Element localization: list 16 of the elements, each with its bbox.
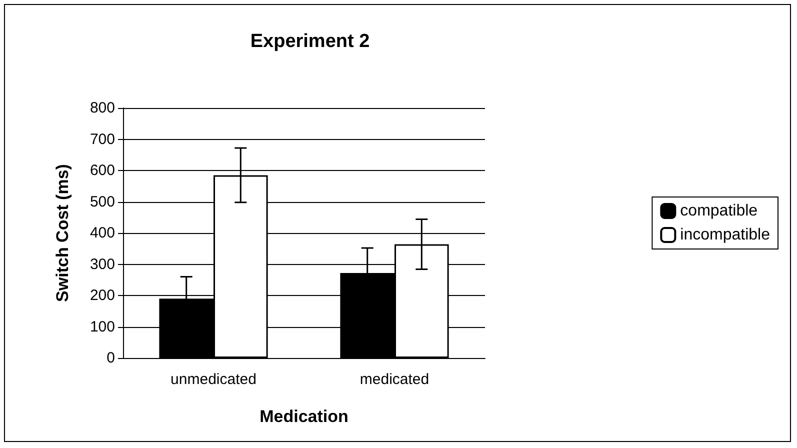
legend-label: compatible [680,202,758,220]
y-tick-label: 200 [90,287,115,304]
y-tick-label: 600 [90,162,115,179]
y-tick-label: 400 [90,224,115,242]
chart-title: Experiment 2 [250,31,370,52]
legend-label: incompatible [680,226,770,244]
y-tick-label: 800 [90,100,115,116]
x-tick-label: unmedicated [170,371,256,388]
x-tick-label: medicated [360,371,430,388]
y-tick-label: 500 [90,193,115,210]
x-axis-title: Medication [260,407,348,426]
y-tick-label: 100 [90,318,115,336]
y-tick-label: 0 [106,350,115,366]
y-axis-title: Switch Cost (ms) [53,164,72,302]
y-tick-label: 700 [90,130,115,148]
y-tick-label: 300 [90,256,115,273]
